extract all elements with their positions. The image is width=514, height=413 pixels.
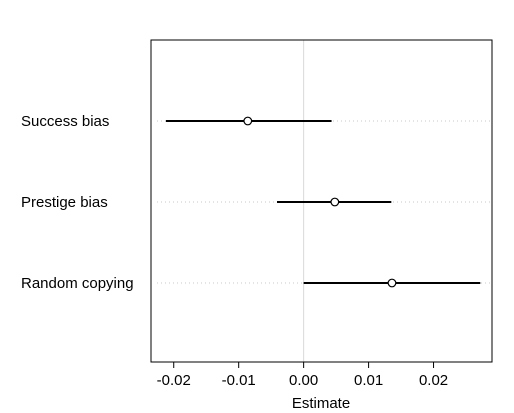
category-label-random-copying: Random copying: [21, 275, 134, 292]
estimate-point-prestige-bias: [330, 197, 340, 207]
x-tick-label: -0.01: [222, 372, 256, 389]
plot-frame: [150, 39, 493, 363]
category-label-success-bias: Success bias: [21, 113, 109, 130]
x-tick-label: -0.02: [157, 372, 191, 389]
x-axis: -0.02 -0.01 0.00 0.01 0.02: [157, 362, 448, 389]
x-tick-label: 0.00: [289, 372, 318, 389]
plot-area: [157, 40, 492, 362]
category-label-prestige-bias: Prestige bias: [21, 194, 108, 211]
estimate-point-random-copying: [387, 278, 397, 288]
estimate-point-success-bias: [243, 116, 253, 126]
category-labels: Success bias Prestige bias Random copying: [21, 113, 134, 292]
x-tick-label: 0.01: [354, 372, 383, 389]
x-tick-label: 0.02: [419, 372, 448, 389]
x-axis-title: Estimate: [292, 395, 350, 412]
